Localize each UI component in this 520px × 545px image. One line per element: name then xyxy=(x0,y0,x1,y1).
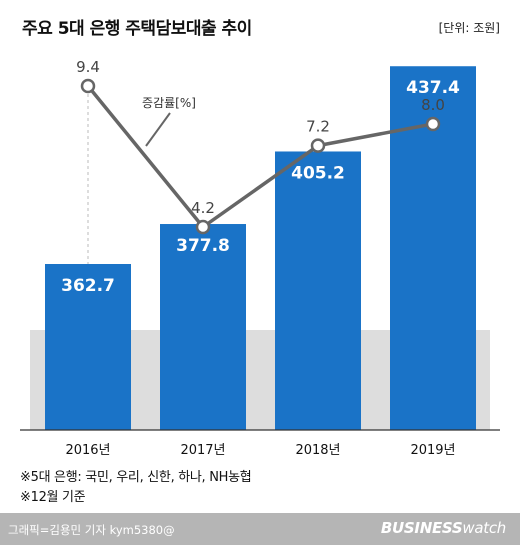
callout-box xyxy=(135,92,203,112)
graphic-credit: 그래픽=김용민 기자 kym5380@ xyxy=(8,523,175,537)
bar xyxy=(160,224,246,430)
footnotes: ※5대 은행: 국민, 우리, 신한, 하나, NH농협 ※12월 기준 xyxy=(20,468,252,508)
x-tick-label: 2019년 xyxy=(410,443,455,458)
x-tick-label: 2017년 xyxy=(180,443,225,458)
bar-value-label: 377.8 xyxy=(176,236,230,256)
rate-marker xyxy=(425,116,441,132)
chart-title: 주요 5대 은행 주택담보대출 추이 xyxy=(22,19,252,39)
legend-rate-label: 증감률[%] xyxy=(142,96,196,110)
rate-marker xyxy=(80,78,96,94)
footnote-banks: ※5대 은행: 국민, 우리, 신한, 하나, NH농협 xyxy=(20,470,252,485)
footnote-basis: ※12월 기준 xyxy=(20,490,86,505)
rate-marker xyxy=(195,219,211,235)
brand-bold: BUSINESS xyxy=(380,519,463,537)
brand-logo: BUSINESSwatch xyxy=(381,519,506,537)
rate-line xyxy=(86,84,434,229)
rate-value-label: 9.4 xyxy=(76,58,100,76)
rate-marker xyxy=(310,138,326,153)
x-tick-label: 2016년 xyxy=(65,443,110,458)
rate-value-label: 8.0 xyxy=(421,96,445,114)
bar-value-label: 437.4 xyxy=(406,78,460,98)
rate-value-label: 4.2 xyxy=(191,199,215,217)
x-tick-label: 2018년 xyxy=(295,443,340,458)
rate-value-label: 7.2 xyxy=(306,118,330,136)
chart-area: 362.7 377.8 405.2 437.4 2016년 2017년 2018년 2019년… xyxy=(20,58,500,458)
footer-bar: 그래픽=김용민 기자 kym5380@ BUSINESSwatch xyxy=(0,513,520,545)
unit-label: [단위: 조원] xyxy=(438,21,500,35)
bar-value-label: 362.7 xyxy=(61,276,115,296)
bar-value-label: 405.2 xyxy=(291,163,345,183)
brand-light: watch xyxy=(462,519,506,537)
callout-line xyxy=(145,112,171,147)
bar xyxy=(45,264,131,430)
bar xyxy=(275,151,361,431)
